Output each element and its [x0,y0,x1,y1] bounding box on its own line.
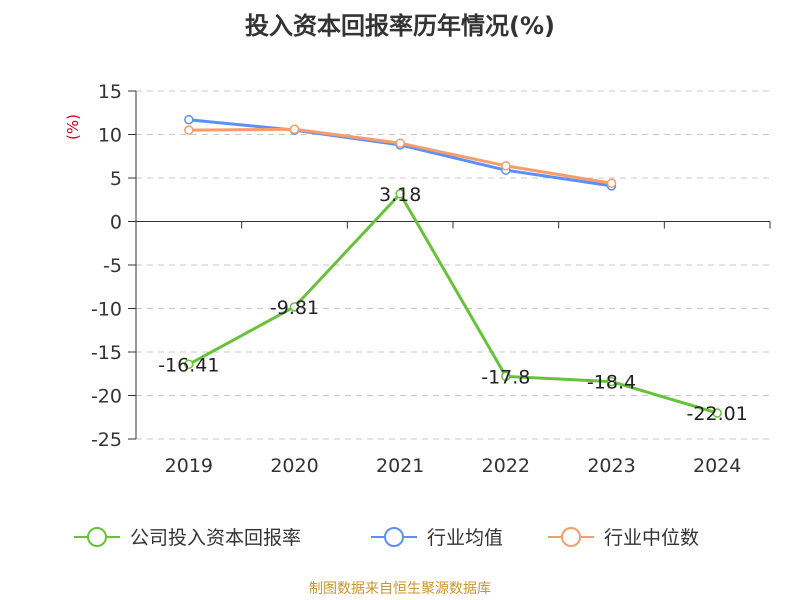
data-point [395,189,405,199]
data-point [501,371,511,382]
data-point [395,138,405,148]
y-tick-label: 15 [98,81,122,103]
legend-marker [561,527,581,547]
data-label: -9.81 [270,297,319,319]
legend-marker [87,527,107,547]
data-point [289,124,300,135]
x-tick-label: 2019 [165,455,213,477]
y-tick-label: 5 [110,168,122,190]
data-point [606,178,617,188]
y-tick-label: -25 [91,429,122,451]
y-tick-label: 0 [110,212,122,234]
y-tick-label: 10 [98,125,122,147]
data-label: -22.01 [687,403,748,425]
data-label: -18.4 [587,372,636,394]
data-point [184,125,194,135]
x-tick-label: 2024 [693,455,741,477]
data-label: -17.8 [481,366,530,388]
y-tick-label: -10 [91,299,122,321]
series-line [188,192,718,415]
x-tick-label: 2022 [482,455,530,477]
legend-label: 公司投入资本回报率 [130,527,301,549]
data-point [606,376,617,387]
x-tick-label: 2021 [376,455,424,477]
source-note: 制图数据来自恒生聚源数据库 [309,581,491,597]
data-point [184,114,194,125]
legend-marker [384,527,404,547]
y-tick-label: -20 [91,386,122,408]
data-point [712,408,722,418]
data-point [501,161,511,171]
legend-label: 行业均值 [427,527,503,549]
legend: 公司投入资本回报率 行业均值 行业中位数 [74,527,699,549]
legend-label: 行业中位数 [604,527,699,549]
y-axis-label: (%) [64,114,82,140]
gridlines [136,90,770,440]
x-tick-label: 2020 [270,455,318,477]
data-point [184,359,194,370]
data-labels: -16.41 -9.81 3.18 -17.8 -18.4 -22.01 [158,184,748,425]
y-tick-label: -5 [103,255,122,277]
data-point [289,302,300,312]
axes: 15 10 5 0 -5 -10 -15 -20 -25 2019 2020 2021 2022 2023… [64,81,771,477]
series-lines [184,114,722,418]
data-label: -16.41 [158,354,219,376]
chart-title: 投入资本回报率历年情况(%) [245,12,555,40]
y-tick-label: -15 [91,342,122,364]
data-label: 3.18 [379,184,421,206]
x-tick-label: 2023 [587,455,635,477]
